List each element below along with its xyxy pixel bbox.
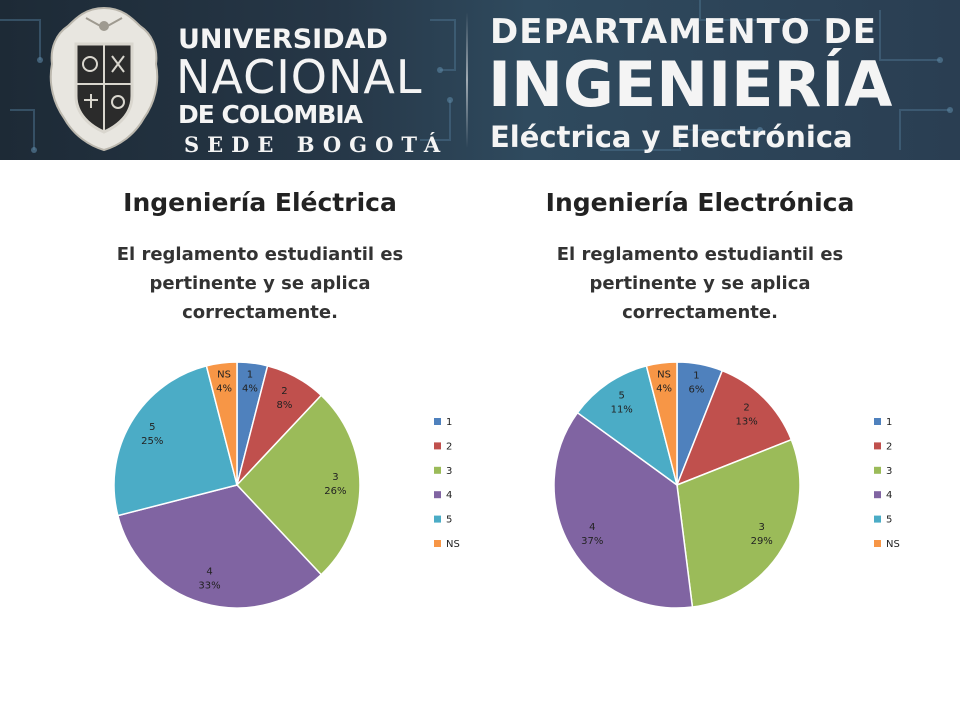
slices xyxy=(113,361,361,609)
legend-swatch-ns xyxy=(874,540,881,547)
legend-item-1: 1 xyxy=(874,417,892,428)
legend-label-3: 3 xyxy=(446,466,452,477)
slice-category-label-2: 2 xyxy=(281,386,287,397)
slice-value-label-4: 37% xyxy=(581,536,603,547)
slice-category-label-ns: NS xyxy=(657,370,671,381)
pie-chart-electronica: 1 6% 2 13% 3 29% 4 37% 5 11% NS 4% 1 2 3 4 5 NS xyxy=(553,361,900,609)
legend-item-3: 3 xyxy=(434,466,452,477)
legend-item-5: 5 xyxy=(874,515,892,526)
legend-label-1: 1 xyxy=(446,417,452,428)
legend-swatch-3 xyxy=(874,466,881,474)
slice-category-label-5: 5 xyxy=(149,422,155,433)
slice-category-label-5: 5 xyxy=(619,391,625,402)
legend-label-ns: NS xyxy=(446,539,460,550)
legend-label-4: 4 xyxy=(446,490,452,501)
university-line-3: DE COLOMBIA xyxy=(178,100,363,129)
slice-value-label-ns: 4% xyxy=(656,384,672,395)
slice-category-label-4: 4 xyxy=(589,522,595,533)
department-line-1: DEPARTAMENTO DE xyxy=(490,12,877,52)
pie-slice-3 xyxy=(235,394,361,576)
slice-value-label-ns: 4% xyxy=(216,384,232,395)
slice-value-label-1: 6% xyxy=(688,385,704,396)
slice-category-label-2: 2 xyxy=(743,402,749,413)
legend-item-2: 2 xyxy=(874,441,892,452)
slice-category-label-4: 4 xyxy=(206,567,212,578)
pie-slice-5 xyxy=(113,364,238,517)
slice-value-label-4: 33% xyxy=(198,581,220,592)
legend-label-5: 5 xyxy=(886,515,892,526)
legend-item-4: 4 xyxy=(874,490,892,501)
chart-title-electrica: Ingeniería Eléctrica xyxy=(123,188,397,217)
legend-label-5: 5 xyxy=(446,515,452,526)
slice-value-label-3: 26% xyxy=(324,486,346,497)
legend-swatch-4 xyxy=(434,491,441,499)
circuit-pattern xyxy=(0,0,953,153)
header-banner: UNIVERSIDAD NACIONAL DE COLOMBIA SEDE BO… xyxy=(0,0,960,160)
slice-labels: 1 6% 2 13% 3 29% 4 37% 5 11% NS 4% xyxy=(581,370,773,548)
legend-item-3: 3 xyxy=(874,466,892,477)
legend-label-3: 3 xyxy=(886,466,892,477)
header-divider xyxy=(466,12,468,148)
legend-swatch-4 xyxy=(874,491,881,499)
pie-slice-2 xyxy=(675,369,793,487)
pie-slice-5 xyxy=(576,364,679,487)
legend-label-4: 4 xyxy=(886,490,892,501)
slice-category-label-ns: NS xyxy=(217,370,231,381)
legend: 1 2 3 4 5 NS xyxy=(434,417,460,550)
pie-chart-electrica: 1 4% 2 8% 3 26% 4 33% 5 25% NS 4% 1 2 3 4 5 NS xyxy=(113,361,460,609)
slices xyxy=(553,361,801,609)
legend-item-4: 4 xyxy=(434,490,452,501)
slice-category-label-3: 3 xyxy=(759,522,765,533)
legend-item-ns: NS xyxy=(434,539,460,550)
pie-slice-ns xyxy=(205,361,238,486)
chart-subtitle-electronica: El reglamento estudiantil es pertinente … xyxy=(556,244,844,323)
department-line-3: Eléctrica y Electrónica xyxy=(490,120,853,154)
pie-slice-4 xyxy=(116,484,323,609)
slice-value-label-5: 11% xyxy=(611,405,633,416)
legend-swatch-ns xyxy=(434,540,441,547)
legend-item-2: 2 xyxy=(434,441,452,452)
pie-slice-ns xyxy=(645,361,678,486)
university-line-2: NACIONAL xyxy=(176,50,423,104)
department-line-2: INGENIERÍA xyxy=(488,48,893,121)
legend-label-2: 2 xyxy=(446,441,452,452)
legend-label-1: 1 xyxy=(886,417,892,428)
legend-item-1: 1 xyxy=(434,417,452,428)
slice-value-label-5: 25% xyxy=(141,436,163,447)
legend-item-ns: NS xyxy=(874,539,900,550)
slice-value-label-3: 29% xyxy=(751,536,773,547)
legend-label-ns: NS xyxy=(886,539,900,550)
legend-swatch-1 xyxy=(434,418,441,425)
legend-swatch-5 xyxy=(874,515,881,523)
chart-title-electronica: Ingeniería Electrónica xyxy=(545,188,855,217)
university-campus: SEDE BOGOTÁ xyxy=(184,132,449,157)
legend-swatch-1 xyxy=(874,418,881,425)
slice-category-label-1: 1 xyxy=(693,371,699,382)
legend-swatch-5 xyxy=(434,515,441,523)
legend-swatch-3 xyxy=(434,466,441,474)
slice-value-label-1: 4% xyxy=(242,384,258,395)
slice-category-label-3: 3 xyxy=(332,472,338,483)
slice-value-label-2: 8% xyxy=(276,400,292,411)
legend-swatch-2 xyxy=(434,442,441,450)
pie-slice-4 xyxy=(553,411,694,609)
legend-label-2: 2 xyxy=(886,441,892,452)
university-line-1: UNIVERSIDAD xyxy=(178,24,388,55)
slice-labels: 1 4% 2 8% 3 26% 4 33% 5 25% NS 4% xyxy=(141,370,346,592)
slice-category-label-1: 1 xyxy=(247,370,253,381)
legend-item-5: 5 xyxy=(434,515,452,526)
university-crest-icon xyxy=(49,6,159,152)
legend: 1 2 3 4 5 NS xyxy=(874,417,900,550)
chart-subtitle-electrica: El reglamento estudiantil es pertinente … xyxy=(116,244,404,323)
pie-slice-3 xyxy=(676,438,801,608)
legend-swatch-2 xyxy=(874,442,881,450)
slice-value-label-2: 13% xyxy=(735,416,757,427)
